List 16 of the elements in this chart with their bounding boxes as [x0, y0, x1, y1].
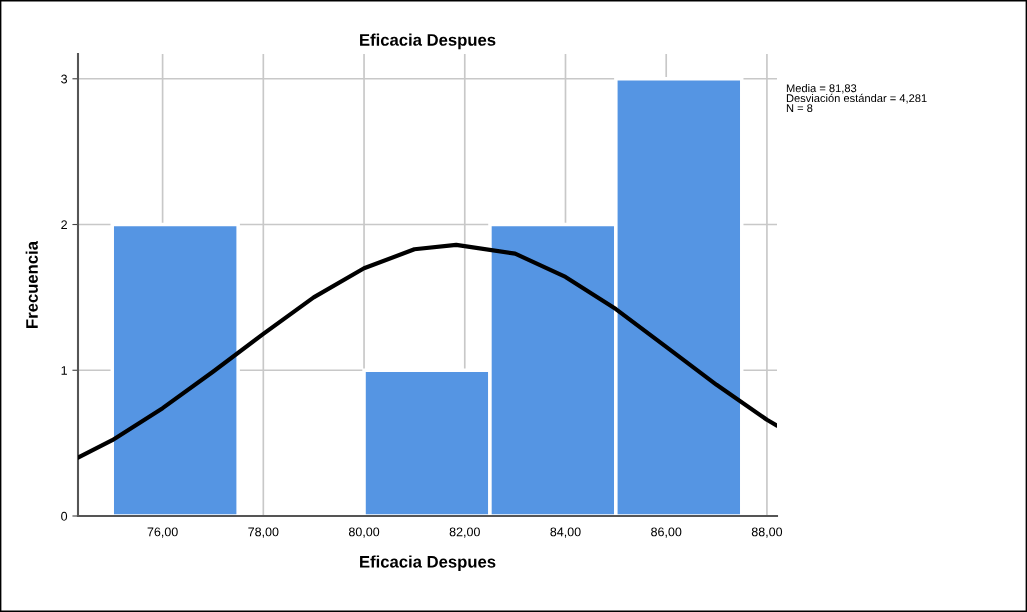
x-tick-label: 82,00	[449, 527, 480, 538]
chart-title: Eficacia Despues	[360, 33, 496, 50]
line-series	[78, 242, 777, 460]
x-tick-label: 86,00	[651, 527, 682, 538]
x-tick-label: 88,00	[751, 527, 783, 538]
x-tick-label: 84,00	[550, 527, 581, 538]
y-tick-label: 3	[61, 74, 68, 84]
x-tick-label: 76,00	[147, 527, 178, 538]
y-tick-label: 1	[61, 366, 67, 375]
x-axis-title: Eficacia Despues	[360, 555, 496, 571]
y-tick-label: 0	[61, 511, 68, 521]
y-axis-title: Frecuencia	[25, 240, 38, 328]
y-tick-label: 2	[61, 220, 67, 230]
x-tick-label: 80,00	[348, 527, 380, 538]
text: Media = 81,83 Desviación estándar = 4,281 N = 8	[786, 84, 927, 113]
x-tick-label: 78,00	[248, 527, 279, 538]
